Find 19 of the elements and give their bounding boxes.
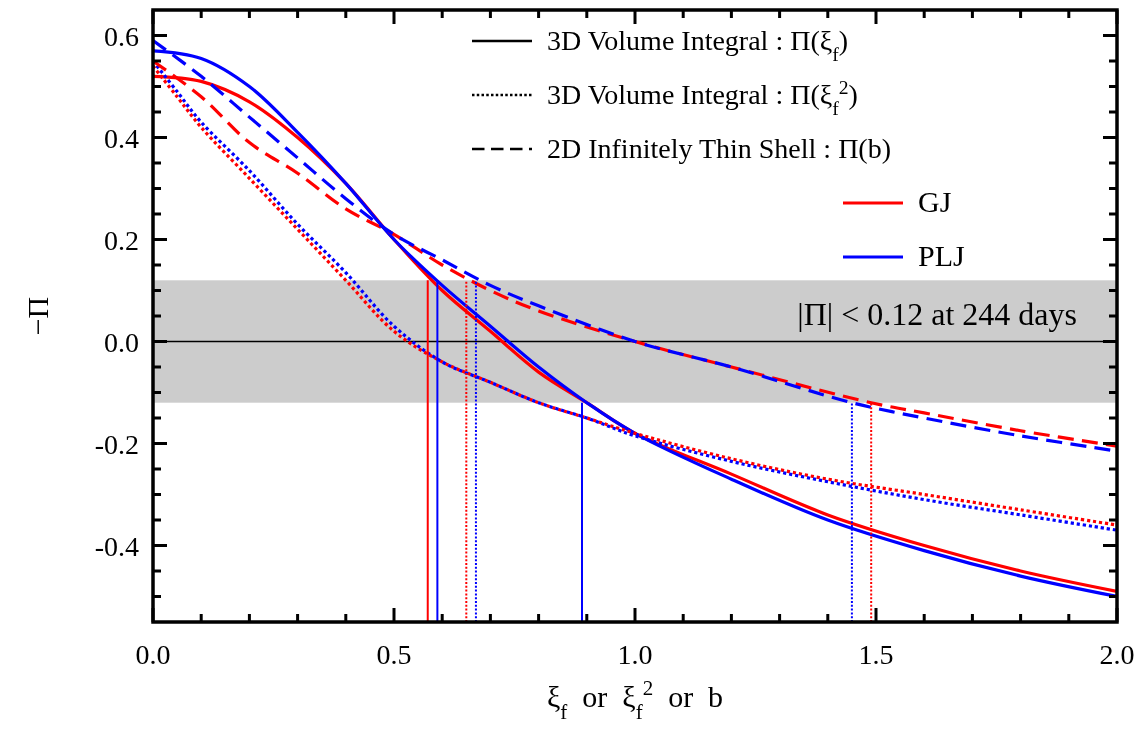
x-tick-label: 0.0 [135,639,171,670]
y-tick-label: 0.6 [104,20,139,52]
y-tick-label: -0.4 [94,530,139,562]
x-tick-label: 1.5 [858,639,894,670]
legend-label: 3D Volume Integral : Π(ξ$_{f}$$^{2}$) [547,76,858,119]
x-tick-label: 1.0 [617,639,653,670]
y-axis-title: −Π [21,296,54,336]
x-tick-label: 0.5 [376,639,412,670]
legend-label: 2D Infinitely Thin Shell : Π(b) [547,133,891,164]
legend-label: PLJ [918,239,966,272]
y-tick-label: 0.2 [104,224,139,256]
x-axis-title: ξ$_{f}$ or ξ$_{f}$$^{2}$ or b [546,676,724,724]
y-tick-label: 0.0 [104,326,139,358]
band-label: |Π| < 0.12 at 244 days [797,296,1077,333]
x-tick-label: 2.0 [1099,639,1135,670]
y-tick-label: -0.2 [94,428,139,460]
legend-label: 3D Volume Integral : Π(ξ$_{f}$) [547,25,849,65]
y-tick-label: 0.4 [104,122,139,154]
legend-label: GJ [918,185,952,218]
